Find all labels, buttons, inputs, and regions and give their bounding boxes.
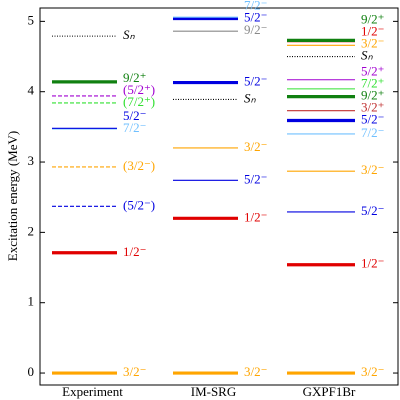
y-tick-label: 3 [28, 153, 35, 168]
level-label: 3/2⁺ [361, 100, 384, 115]
level-label: 3/2⁻ [244, 139, 267, 154]
level-label: 5/2⁻ [123, 108, 146, 123]
level-label: 9/2⁺ [361, 88, 384, 103]
level-label: 5/2⁺ [361, 64, 384, 79]
y-tick-label: 1 [28, 294, 35, 309]
level-label: 9/2⁻ [244, 22, 267, 37]
level-label: (3/2⁻) [123, 158, 155, 173]
column-label: IM-SRG [191, 384, 237, 399]
level-label: Sₙ [244, 90, 257, 105]
level-label: 5/2⁻ [244, 10, 267, 25]
level-label: Sₙ [123, 27, 136, 42]
level-label: 5/2⁻ [244, 171, 267, 186]
level-label: 5/2⁻ [361, 112, 384, 127]
level-label: 9/2⁺ [361, 12, 384, 27]
level-label: 3/2⁻ [361, 36, 384, 51]
level-label: 7/2⁻ [361, 125, 384, 140]
level-label: 1/2⁻ [244, 209, 267, 224]
y-tick-label: 5 [28, 12, 35, 27]
level-label: 7/2⁻ [123, 120, 146, 135]
column-label: Experiment [62, 384, 123, 399]
y-tick-label: 2 [28, 223, 35, 238]
plot-frame [39, 7, 399, 386]
y-tick-label: 4 [28, 83, 35, 98]
level-label: Sₙ [361, 48, 374, 63]
y-axis-label: Excitation energy (MeV) [5, 131, 20, 261]
level-label: 7/2⁺ [361, 76, 384, 91]
level-label: 1/2⁻ [361, 24, 384, 39]
level-label: (5/2⁺) [123, 82, 155, 97]
level-label: 9/2⁺ [123, 70, 146, 85]
level-label: 1/2⁻ [361, 256, 384, 271]
level-label: (7/2⁺) [123, 94, 155, 109]
level-label: 1/2⁻ [123, 244, 146, 259]
level-label: 3/2⁻ [123, 364, 146, 379]
level-label: 3/2⁻ [361, 162, 384, 177]
level-label: 3/2⁻ [361, 364, 384, 379]
level-label: 3/2⁻ [244, 364, 267, 379]
level-label: (5/2⁻) [123, 197, 155, 212]
y-tick-label: 0 [28, 364, 35, 379]
level-label: 5/2⁻ [361, 203, 384, 218]
column-label: GXPF1Br [303, 384, 356, 399]
level-label: 5/2⁻ [244, 74, 267, 89]
level-label: 7/2⁻ [244, 0, 267, 13]
